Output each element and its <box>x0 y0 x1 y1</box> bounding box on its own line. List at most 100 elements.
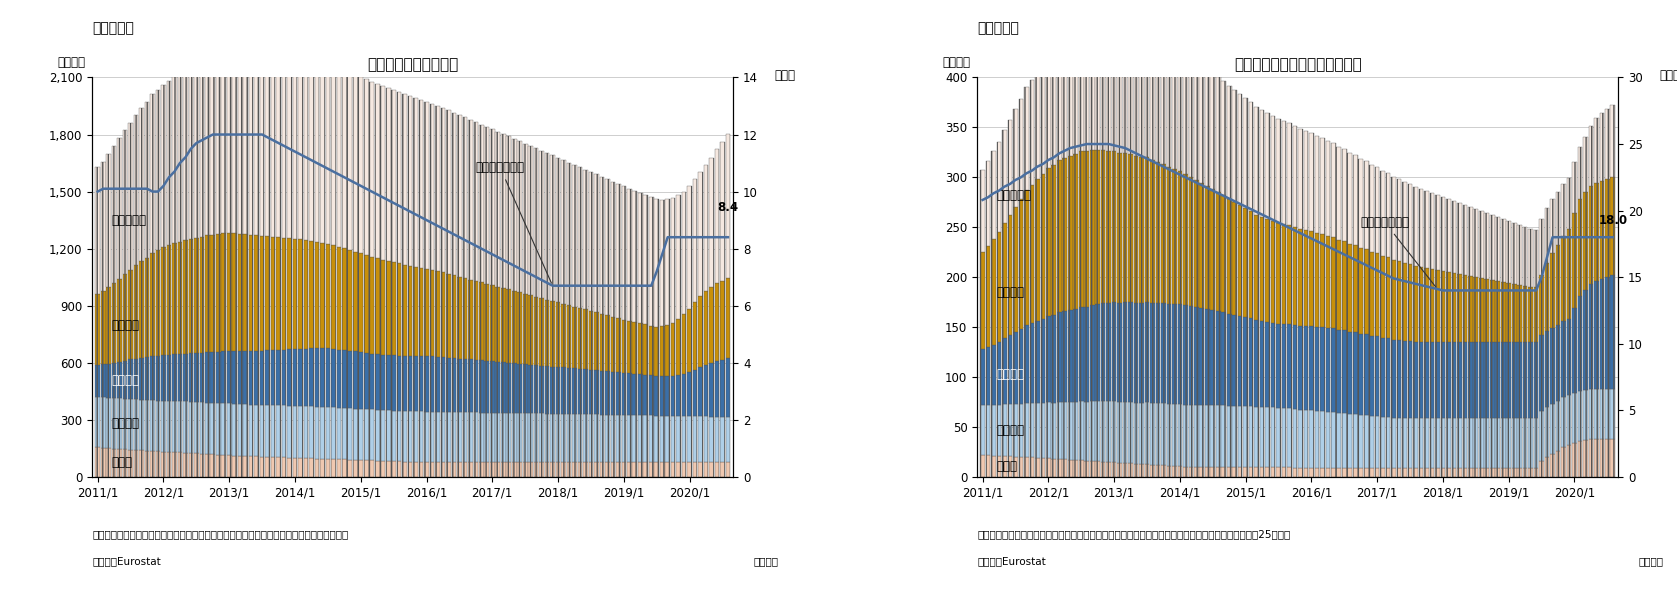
Bar <box>156 401 161 451</box>
Bar <box>1315 136 1320 233</box>
Bar <box>299 458 304 477</box>
Bar <box>166 81 171 246</box>
Bar <box>1353 245 1358 332</box>
Bar <box>337 408 340 460</box>
Bar <box>567 163 572 305</box>
Bar <box>495 461 500 477</box>
Bar <box>632 461 637 477</box>
Bar <box>188 353 193 402</box>
Bar <box>200 454 205 477</box>
Bar <box>506 290 511 363</box>
Bar <box>1264 407 1269 467</box>
Bar <box>610 182 615 316</box>
Bar <box>996 405 1001 456</box>
Bar <box>226 403 231 455</box>
Bar <box>996 342 1001 405</box>
Bar <box>495 412 500 461</box>
Bar <box>991 345 996 405</box>
Bar <box>1112 462 1117 477</box>
Bar <box>424 461 429 477</box>
Bar <box>1030 323 1035 403</box>
Bar <box>458 115 461 277</box>
Bar <box>1189 405 1192 467</box>
Bar <box>666 376 671 416</box>
Bar <box>173 243 176 354</box>
Bar <box>96 294 101 365</box>
Bar <box>1534 287 1538 342</box>
Bar <box>506 363 511 413</box>
Bar <box>1595 439 1598 477</box>
Bar <box>265 57 270 236</box>
Bar <box>589 370 594 414</box>
Bar <box>320 64 325 243</box>
Bar <box>325 244 330 348</box>
Bar <box>981 170 984 252</box>
Bar <box>1452 468 1456 477</box>
Bar <box>1407 341 1412 418</box>
Bar <box>413 356 418 411</box>
Bar <box>991 151 996 239</box>
Bar <box>485 127 490 284</box>
Bar <box>1276 324 1281 408</box>
Bar <box>127 449 132 477</box>
Bar <box>1550 328 1555 404</box>
Bar <box>1216 405 1221 467</box>
Bar <box>1342 241 1347 330</box>
Bar <box>446 274 451 358</box>
Bar <box>1556 401 1560 451</box>
Bar <box>1211 467 1216 477</box>
Bar <box>434 105 439 271</box>
Text: フランス: フランス <box>111 417 139 430</box>
Bar <box>151 356 154 400</box>
Bar <box>330 408 335 459</box>
Bar <box>528 413 533 461</box>
Bar <box>1556 245 1560 325</box>
Bar <box>1489 342 1494 418</box>
Bar <box>1085 461 1088 477</box>
Bar <box>528 365 533 413</box>
Bar <box>605 179 610 315</box>
Bar <box>1474 342 1477 418</box>
Bar <box>1040 458 1045 477</box>
Bar <box>1259 467 1264 477</box>
Bar <box>986 455 991 477</box>
Bar <box>1588 389 1593 439</box>
Bar <box>714 461 719 477</box>
Bar <box>1610 275 1615 389</box>
Bar <box>1122 302 1127 402</box>
Bar <box>1206 70 1209 187</box>
Bar <box>991 239 996 345</box>
Bar <box>463 461 468 477</box>
Bar <box>376 461 379 477</box>
Bar <box>429 356 434 412</box>
Bar <box>166 355 171 401</box>
Bar <box>1595 119 1598 184</box>
Bar <box>451 412 456 461</box>
Bar <box>1496 342 1499 418</box>
Bar <box>1243 208 1248 317</box>
Bar <box>183 72 188 240</box>
Bar <box>704 461 708 477</box>
Bar <box>615 461 620 477</box>
Bar <box>1238 94 1243 205</box>
Bar <box>205 454 210 477</box>
Bar <box>589 461 594 477</box>
Bar <box>304 240 309 349</box>
Bar <box>1429 342 1434 418</box>
Bar <box>986 405 991 455</box>
Bar <box>1160 403 1166 465</box>
Bar <box>1228 86 1231 199</box>
Bar <box>1073 154 1078 309</box>
Bar <box>243 234 248 351</box>
Text: （注）季節調整値、その他の国はドイツ・フランス・イタリア・スペインを除くユーロ圏。: （注）季節調整値、その他の国はドイツ・フランス・イタリア・スペインを除くユーロ圏… <box>92 529 349 539</box>
Bar <box>1303 410 1308 468</box>
Bar <box>615 415 620 461</box>
Bar <box>1139 464 1144 477</box>
Bar <box>434 412 439 461</box>
Bar <box>1145 402 1149 464</box>
Bar <box>1605 179 1610 277</box>
Bar <box>584 370 589 414</box>
Bar <box>1605 439 1610 477</box>
Bar <box>1194 181 1199 307</box>
Bar <box>1276 119 1281 224</box>
